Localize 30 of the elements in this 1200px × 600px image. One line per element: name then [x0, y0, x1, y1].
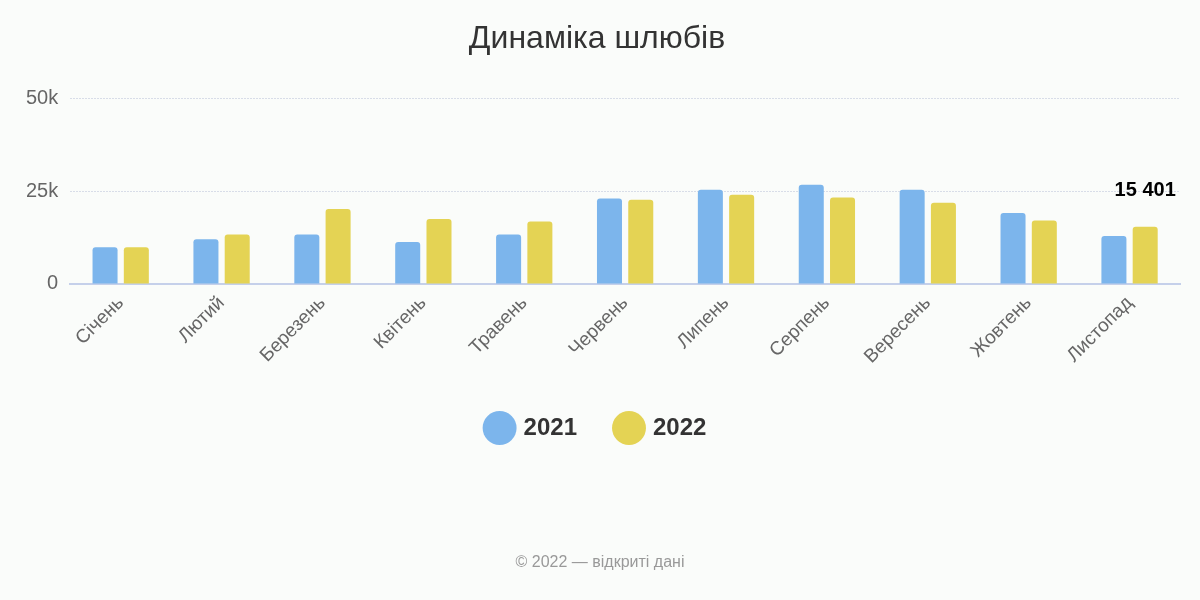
bar [193, 239, 219, 284]
legend-label: 2022 [653, 412, 707, 440]
bar [899, 189, 925, 284]
bar [325, 208, 351, 284]
bar [1000, 213, 1026, 284]
bar [527, 221, 553, 284]
bar [92, 247, 118, 284]
y-tick-label: 0 [47, 271, 59, 294]
bar [1031, 220, 1057, 284]
data-label: 15 401 [1114, 178, 1176, 201]
bar [729, 194, 755, 284]
bar [224, 234, 250, 284]
bar [1101, 236, 1127, 284]
chart-title: Динаміка шлюбів [468, 19, 726, 56]
bar [930, 202, 956, 284]
bar [426, 218, 452, 284]
bar [123, 247, 149, 284]
bar [395, 241, 421, 284]
bar [830, 197, 856, 284]
bar [628, 199, 654, 284]
bar [294, 234, 320, 284]
y-tick-label: 50k [26, 85, 60, 108]
bar [798, 184, 824, 284]
bar [697, 189, 723, 284]
bar [496, 234, 522, 284]
text: © 2022 — відкриті дані [515, 553, 685, 571]
y-tick-label: 25k [26, 178, 60, 201]
legend-label: 2021 [523, 412, 577, 440]
bar [596, 198, 622, 284]
bar [1132, 226, 1158, 284]
